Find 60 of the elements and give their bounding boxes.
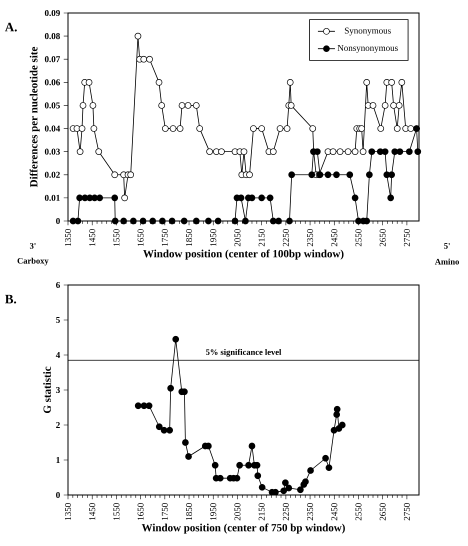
x-tick-label: 1750 <box>162 503 168 520</box>
x-tick-label: 1950 <box>210 229 216 246</box>
x-tick-label: 1850 <box>186 229 192 246</box>
x-tick-label: 1950 <box>210 503 216 520</box>
x-tick-label: 1450 <box>89 503 96 520</box>
x-tick-label: 2150 <box>258 229 265 246</box>
x-tick-label: 2650 <box>380 229 386 246</box>
y-tick-label: 0.06 <box>44 79 60 86</box>
x-tick-label: 2550 <box>355 503 362 520</box>
y-tick-label: 2 <box>56 422 60 428</box>
x-tick-label: 2450 <box>331 503 338 520</box>
y-tick-label: 0.03 <box>44 148 60 155</box>
x-tick-label: 1650 <box>138 229 144 246</box>
text: A. <box>4 22 17 32</box>
y-tick-label: 0.05 <box>44 102 60 108</box>
y-tick-label: 0.01 <box>44 194 60 201</box>
y-tick-label: 0.08 <box>44 33 60 40</box>
y-axis-title: Differences per nucleotide site <box>30 46 40 188</box>
x-tick-label: 2150 <box>258 503 265 520</box>
x-tick-label: 2250 <box>282 229 289 246</box>
x-tick-label: 1450 <box>89 229 96 246</box>
x-axis-title: Window position (center of 100bp window) <box>143 250 344 260</box>
y-tick-label: 6 <box>56 282 60 288</box>
y-tick-label: 1 <box>56 457 60 463</box>
x-axis-title: Window position (center of 750 bp window) <box>142 524 345 534</box>
y-axis-title: G statistic <box>43 366 51 414</box>
y-tick-label: 5 <box>56 317 60 323</box>
x-tick-label: 2050 <box>234 229 240 246</box>
y-tick-label: 0.07 <box>44 56 60 62</box>
y-tick-label: 0.02 <box>44 172 60 178</box>
text: Carboxy <box>18 258 49 266</box>
text: B. <box>5 294 16 304</box>
legend-label: Nonsynonymous <box>338 45 398 53</box>
text: 3' <box>30 243 36 249</box>
y-tick-label: 0 <box>56 218 60 224</box>
x-tick-label: 2450 <box>331 229 338 246</box>
x-tick-label: 2550 <box>355 229 362 246</box>
x-tick-label: 2050 <box>234 503 240 520</box>
y-tick-label: 0.04 <box>44 126 60 132</box>
y-tick-label: 4 <box>56 352 60 358</box>
x-tick-label: 1850 <box>186 503 192 520</box>
x-tick-label: 2350 <box>307 229 314 246</box>
x-tick-label: 2250 <box>282 503 289 520</box>
x-tick-label: 2650 <box>380 503 386 520</box>
y-tick-label: 0.09 <box>44 10 60 16</box>
y-tick-label: 3 <box>56 386 60 394</box>
x-tick-label: 1550 <box>113 503 120 520</box>
x-tick-label: 1750 <box>162 229 168 246</box>
legend-label: Synonymous <box>344 28 391 36</box>
text: 5' <box>444 243 450 249</box>
x-tick-label: 2750 <box>404 229 410 246</box>
text: Amino <box>434 258 459 265</box>
x-tick-label: 1350 <box>64 229 72 246</box>
x-tick-label: 2750 <box>404 503 410 520</box>
x-tick-label: 1550 <box>113 229 120 246</box>
y-tick-label: 0 <box>56 492 60 498</box>
x-tick-label: 1650 <box>138 503 144 520</box>
x-tick-label: 2350 <box>307 503 314 520</box>
ref-line-label: 5% significance level <box>206 348 282 357</box>
x-tick-label: 1350 <box>64 503 72 520</box>
